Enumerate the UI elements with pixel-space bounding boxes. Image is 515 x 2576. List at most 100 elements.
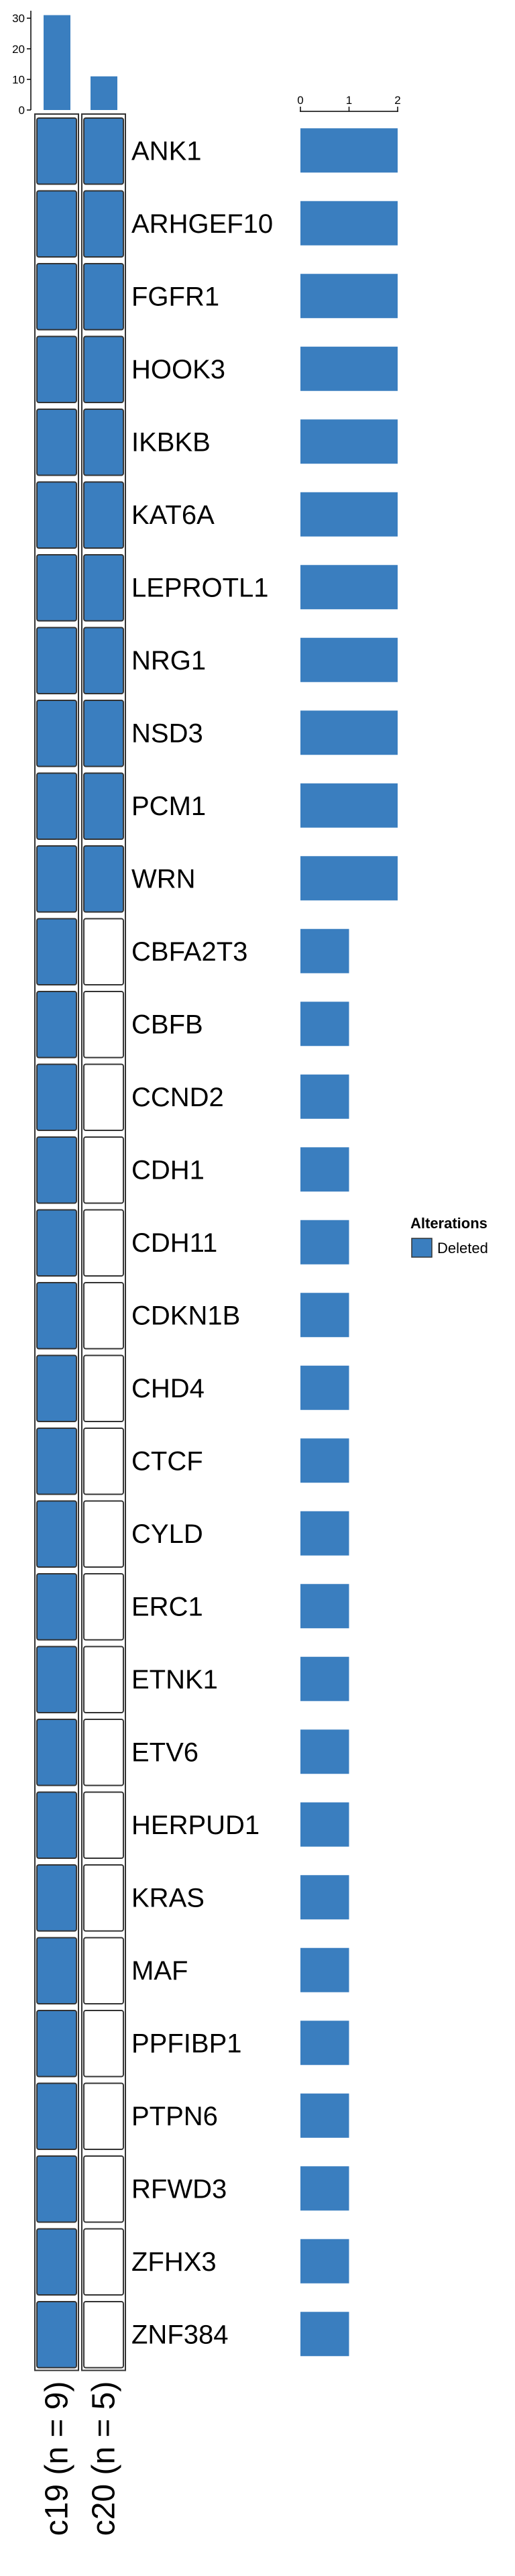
right-bar-rect	[300, 2312, 349, 2357]
heatmap-cell	[83, 1063, 124, 1131]
heatmap-cell	[83, 2155, 124, 2223]
heatmap-cell	[83, 2082, 124, 2150]
right-bar-rect	[300, 274, 398, 319]
heatmap-cell	[36, 845, 77, 913]
right-bar-rect	[300, 492, 398, 537]
gene-label: ANK1	[131, 136, 202, 166]
right-bar-rect	[300, 565, 398, 610]
heatmap-cell	[83, 1428, 124, 1495]
gene-label: ZFHX3	[131, 2247, 217, 2277]
right-bar-rect	[300, 1802, 349, 1847]
right-bar-rect	[300, 2093, 349, 2138]
right-bar-rect	[300, 2166, 349, 2211]
legend: Alterations Deleted	[410, 1215, 488, 1258]
legend-swatch	[411, 1238, 433, 1258]
heatmap-cell	[83, 335, 124, 403]
heatmap-cell	[36, 772, 77, 840]
gene-label: MAF	[131, 1956, 188, 1986]
right-bar-rect	[300, 1365, 349, 1410]
top-bar-rect	[91, 76, 117, 110]
heatmap-cell	[83, 1646, 124, 1713]
heatmap-cell	[83, 2301, 124, 2369]
gene-label: NRG1	[131, 646, 206, 676]
sample-label: c19 (n = 9)	[40, 2381, 75, 2536]
heatmap-cell	[36, 1791, 77, 1859]
heatmap-cell	[83, 1209, 124, 1277]
heatmap-cell	[83, 700, 124, 767]
right-bar-tick-label: 0	[297, 94, 303, 107]
gene-label: ETV6	[131, 1737, 198, 1767]
gene-labels: ANK1 ARHGEF10 FGFR1 HOOK3 IKBKB KAT6A LEPROTL1…	[131, 136, 273, 2349]
right-bar-rect	[300, 928, 349, 973]
heatmap-cell	[83, 1500, 124, 1568]
gene-label: HOOK3	[131, 355, 225, 384]
heatmap-cell	[36, 335, 77, 403]
gene-label: PPFIBP1	[131, 2029, 242, 2058]
right-bar-rect	[300, 1511, 349, 1556]
heatmap-cell	[36, 1063, 77, 1131]
heatmap-cell	[36, 2082, 77, 2150]
gene-label: KAT6A	[131, 500, 215, 530]
heatmap-cell	[83, 1937, 124, 2004]
heatmap-cell	[36, 1500, 77, 1568]
heatmap-cell	[83, 117, 124, 185]
right-bar-rect	[300, 1074, 349, 1119]
right-bar-rect	[300, 346, 398, 391]
right-bar-rect	[300, 1875, 349, 1920]
right-bar-rect	[300, 1220, 349, 1265]
heatmap-cell	[83, 845, 124, 913]
heatmap-cell	[36, 700, 77, 767]
gene-label: CBFB	[131, 1010, 203, 1039]
right-bar-rect	[300, 419, 398, 464]
top-bar-rect	[44, 15, 70, 110]
gene-label: CBFA2T3	[131, 937, 247, 967]
heatmap-cell	[83, 1136, 124, 1204]
gene-label: ERC1	[131, 1592, 203, 1621]
right-bar-rect	[300, 1729, 349, 1774]
gene-label: WRN	[131, 864, 196, 894]
gene-label: KRAS	[131, 1883, 205, 1913]
heatmap-cell	[36, 1573, 77, 1641]
heatmap-cell	[36, 1646, 77, 1713]
heatmap-cell	[36, 1864, 77, 1932]
heatmap-cell	[36, 2010, 77, 2078]
top-bar-tick-label: 10	[12, 73, 25, 86]
legend-item-label: Deleted	[437, 1240, 488, 1256]
heatmap-cell	[83, 1791, 124, 1859]
gene-label: CDH11	[131, 1228, 217, 1258]
heatmap-cell	[36, 554, 77, 622]
heatmap-cell	[83, 554, 124, 622]
right-bar-rect	[300, 1656, 349, 1701]
top-bar-tick-label: 0	[19, 104, 25, 117]
heatmap-cell	[36, 627, 77, 694]
heatmap-cell	[83, 918, 124, 985]
gene-label: CTCF	[131, 1446, 203, 1476]
heatmap-column-frame	[81, 113, 126, 2371]
right-bar-rect	[300, 637, 398, 682]
right-bar-rect	[300, 1584, 349, 1629]
gene-label: HERPUD1	[131, 1811, 260, 1840]
right-bar-rect	[300, 2239, 349, 2284]
right-bar-tick-label: 2	[394, 94, 400, 107]
heatmap-grid	[34, 113, 126, 2371]
right-bar-rect	[300, 856, 398, 901]
top-bar-tick-label: 30	[12, 12, 25, 25]
heatmap-cell	[83, 190, 124, 258]
heatmap-cell	[36, 2155, 77, 2223]
right-bar-rect	[300, 783, 398, 828]
right-bar-rect	[300, 201, 398, 246]
gene-label: CDKN1B	[131, 1301, 240, 1330]
right-bar-rect	[300, 1438, 349, 1483]
top-bar-tick-label: 20	[12, 43, 25, 56]
gene-label: ZNF384	[131, 2320, 229, 2349]
heatmap-cell	[83, 409, 124, 476]
heatmap-cell	[36, 918, 77, 985]
gene-label: FGFR1	[131, 282, 219, 311]
heatmap-cell	[83, 1864, 124, 1932]
heatmap-cell	[83, 263, 124, 331]
gene-label: ARHGEF10	[131, 209, 273, 239]
heatmap-cell	[83, 991, 124, 1059]
right-bar-rect	[300, 1947, 349, 1992]
sample-label: c20 (n = 5)	[87, 2381, 122, 2536]
